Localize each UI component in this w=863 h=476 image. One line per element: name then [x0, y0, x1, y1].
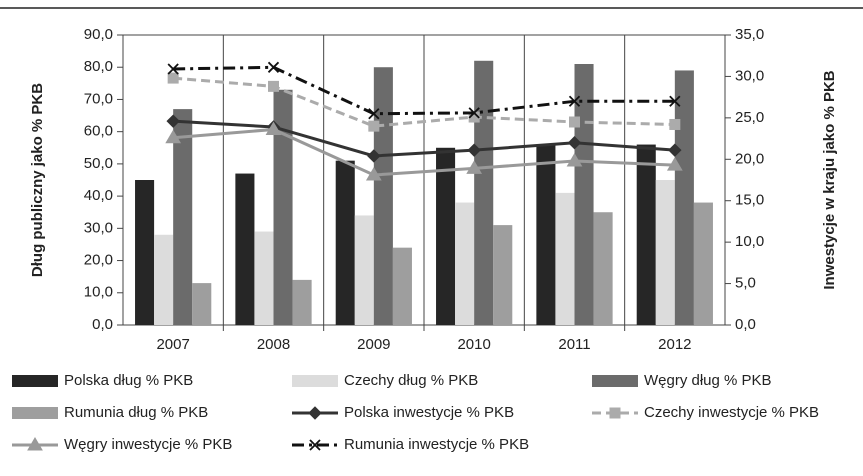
bar: [693, 202, 713, 325]
legend-swatch: [292, 375, 338, 387]
line-marker: [367, 149, 381, 163]
y2-tick-label: 10,0: [735, 233, 764, 250]
legend-label: Polska dług % PKB: [64, 372, 193, 389]
y-tick-label: 30,0: [84, 219, 113, 236]
x-tick-label: 2008: [257, 336, 290, 353]
line-marker: [468, 107, 480, 119]
bar: [474, 60, 494, 326]
line-marker: [666, 157, 683, 171]
y-axis-title: Dług publiczny jako % PKB: [29, 83, 46, 277]
legend-marker: [27, 437, 43, 451]
line-marker: [567, 136, 582, 150]
legend-marker: [609, 407, 621, 419]
legend-label: Czechy dług % PKB: [344, 372, 478, 389]
bar: [373, 67, 393, 325]
bar: [655, 180, 675, 325]
bar: [636, 144, 656, 325]
legend-label: Rumunia dług % PKB: [64, 404, 208, 421]
y2-tick-label: 15,0: [735, 192, 764, 209]
bar: [455, 202, 475, 325]
line: [173, 65, 675, 116]
legend-swatch: [592, 375, 638, 387]
line-marker: [566, 152, 583, 167]
line-marker: [569, 116, 580, 128]
legend-label: Rumunia inwestycje % PKB: [344, 436, 529, 453]
line-marker: [365, 167, 382, 181]
line-marker: [568, 95, 581, 107]
line-marker: [368, 108, 380, 120]
bar: [335, 160, 355, 325]
bar: [173, 109, 193, 325]
bar: [354, 215, 374, 325]
y-tick-label: 60,0: [84, 123, 113, 140]
bar: [574, 64, 594, 325]
y-tick-label: 50,0: [84, 155, 113, 172]
bar: [154, 234, 174, 325]
line: [173, 76, 675, 128]
y-tick-label: 20,0: [84, 252, 113, 269]
y2-tick-label: 35,0: [735, 26, 764, 43]
line-marker: [265, 121, 282, 135]
x-tick-label: 2012: [658, 336, 691, 353]
line-marker: [165, 129, 182, 144]
x-tick-label: 2010: [457, 336, 490, 353]
bar: [593, 212, 613, 325]
y-tick-label: 70,0: [84, 90, 113, 107]
y2-tick-label: 5,0: [735, 275, 756, 292]
y2-tick-label: 20,0: [735, 150, 764, 167]
line-marker: [668, 143, 682, 157]
x-tick-label: 2009: [357, 336, 390, 353]
bar: [192, 283, 212, 325]
line-marker: [166, 114, 180, 128]
bar: [273, 89, 293, 326]
legend-swatch: [12, 375, 58, 387]
legend-label: Węgry inwestycje % PKB: [64, 436, 232, 453]
line-marker: [467, 143, 481, 157]
bar: [555, 192, 575, 325]
bar: [254, 231, 274, 325]
line-marker: [669, 118, 681, 130]
y-tick-label: 10,0: [84, 284, 113, 301]
x-tick-label: 2007: [156, 336, 189, 353]
bar: [536, 144, 556, 325]
bar: [235, 173, 255, 325]
line-marker: [669, 95, 681, 107]
legend-marker: [308, 406, 322, 420]
y2-axis-title: Inwestycje w kraju jako % PKB: [821, 70, 838, 289]
bar: [392, 247, 412, 325]
y-tick-label: 40,0: [84, 187, 113, 204]
legend-label: Węgry dług % PKB: [644, 372, 772, 389]
line: [173, 119, 675, 158]
legend-marker: [309, 439, 321, 451]
legend-label: Czechy inwestycje % PKB: [644, 404, 819, 421]
y2-tick-label: 0,0: [735, 316, 756, 333]
legend-label: Polska inwestycje % PKB: [344, 404, 514, 421]
line-marker: [368, 120, 380, 132]
line-marker: [167, 63, 179, 75]
legend-swatch: [12, 407, 58, 419]
y2-tick-label: 30,0: [735, 67, 764, 84]
bar: [674, 70, 694, 325]
bar: [292, 279, 312, 325]
bar: [493, 225, 513, 325]
bar: [135, 180, 155, 325]
y-tick-label: 90,0: [84, 26, 113, 43]
bar: [436, 147, 456, 325]
line-marker: [268, 80, 279, 92]
y-tick-label: 80,0: [84, 58, 113, 75]
line-marker: [167, 72, 179, 84]
y2-tick-label: 25,0: [735, 109, 764, 126]
line: [173, 127, 675, 177]
line-marker: [466, 160, 483, 174]
line-marker: [267, 61, 280, 73]
x-tick-label: 2011: [558, 336, 590, 353]
y-tick-label: 0,0: [92, 316, 113, 333]
